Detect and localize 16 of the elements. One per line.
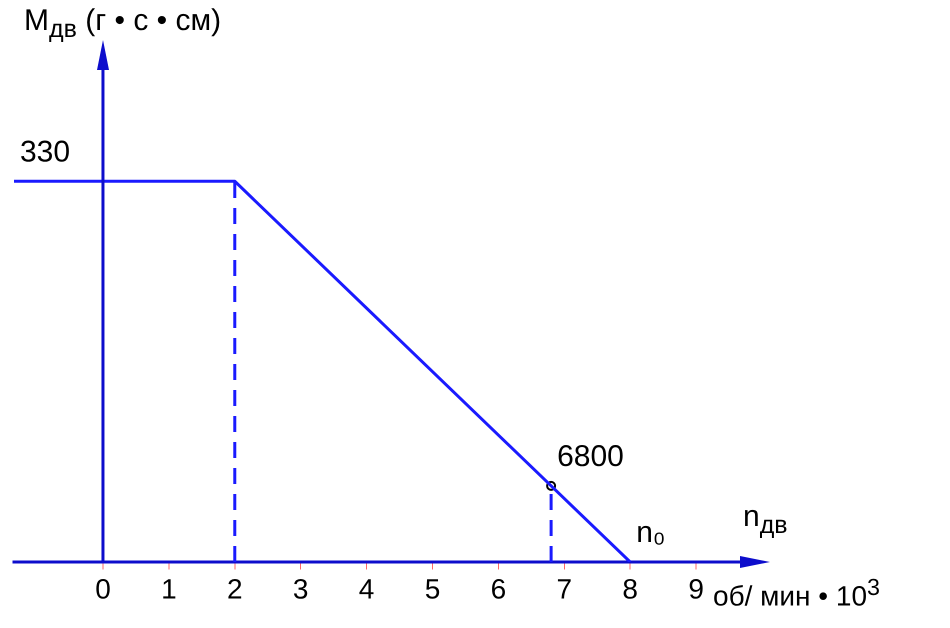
- x-tick-label: 1: [161, 574, 177, 605]
- x-tick-label: 2: [226, 574, 243, 605]
- x-tick-label: 9: [688, 574, 704, 605]
- x-tick-label: 3: [292, 574, 308, 605]
- x-tick-label: 6: [490, 574, 506, 605]
- x-tick-label: 4: [358, 574, 374, 605]
- x-tick-label: 7: [556, 574, 572, 605]
- x-tick-label: 8: [622, 574, 638, 605]
- y-axis-title: M$_{дв}$ (г • с • см): [24, 4, 222, 44]
- x-tick-label: 5: [424, 574, 440, 605]
- x-axis-title: n$_{дв}$: [743, 500, 788, 540]
- text: об/ мин • 10$^{3}$: [713, 574, 880, 612]
- annotation: 330: [20, 135, 70, 168]
- annotation: 6800: [557, 440, 624, 473]
- annotation: n₀: [636, 516, 666, 549]
- x-tick-label: 0: [95, 574, 111, 605]
